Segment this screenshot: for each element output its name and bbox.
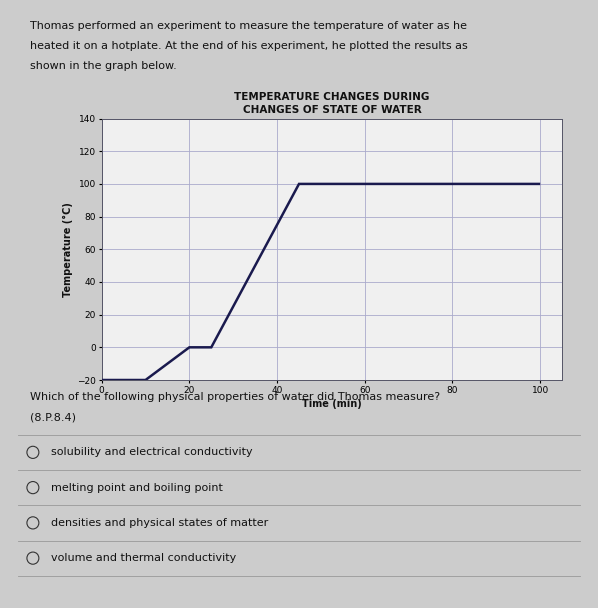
Text: (8.P.8.4): (8.P.8.4): [30, 412, 76, 422]
Text: Thomas performed an experiment to measure the temperature of water as he: Thomas performed an experiment to measur…: [30, 21, 467, 31]
Text: solubility and electrical conductivity: solubility and electrical conductivity: [51, 447, 252, 457]
Text: heated it on a hotplate. At the end of his experiment, he plotted the results as: heated it on a hotplate. At the end of h…: [30, 41, 468, 51]
Y-axis label: Temperature (°C): Temperature (°C): [63, 202, 73, 297]
Title: TEMPERATURE CHANGES DURING
CHANGES OF STATE OF WATER: TEMPERATURE CHANGES DURING CHANGES OF ST…: [234, 92, 429, 115]
Text: volume and thermal conductivity: volume and thermal conductivity: [51, 553, 236, 563]
Text: shown in the graph below.: shown in the graph below.: [30, 61, 176, 71]
Text: melting point and boiling point: melting point and boiling point: [51, 483, 222, 492]
Text: Which of the following physical properties of water did Thomas measure?: Which of the following physical properti…: [30, 392, 440, 402]
Text: densities and physical states of matter: densities and physical states of matter: [51, 518, 268, 528]
X-axis label: Time (min): Time (min): [302, 399, 362, 409]
